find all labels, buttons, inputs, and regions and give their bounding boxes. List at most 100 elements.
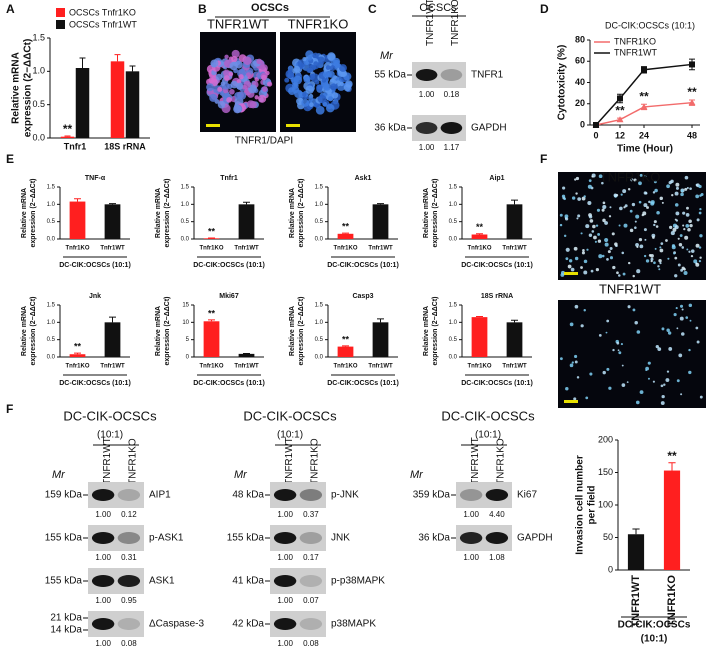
cell — [627, 188, 631, 191]
cell — [309, 73, 315, 80]
cell — [689, 224, 693, 228]
cell — [661, 327, 665, 331]
annotation: ** — [687, 85, 697, 99]
cell — [229, 88, 235, 95]
panel-label: F — [540, 152, 547, 166]
cell — [683, 270, 688, 276]
lane-label: TNFR1KO — [450, 0, 461, 46]
cell — [598, 254, 603, 259]
error-bar — [114, 54, 121, 62]
y-axis-label: Relative mRNA — [155, 306, 162, 356]
cell — [223, 69, 231, 77]
cell — [690, 254, 694, 258]
cell — [574, 354, 578, 359]
cell — [674, 191, 679, 196]
y-tick-label: 1.5 — [32, 32, 45, 42]
cell — [676, 327, 679, 330]
mw-label: 155 kDa — [227, 533, 265, 544]
x-axis-label: (10:1) — [641, 634, 668, 645]
cell — [602, 218, 606, 223]
quant-label: 1.00 — [419, 143, 435, 152]
cell — [680, 268, 684, 272]
cell — [574, 178, 577, 181]
cell — [688, 370, 692, 375]
cell — [653, 220, 657, 224]
cell — [675, 182, 680, 187]
cell — [568, 259, 573, 263]
cell — [316, 84, 323, 91]
x-tick-label: Tnfr1KO — [334, 246, 358, 252]
quant-label: 0.08 — [121, 639, 137, 648]
x-tick-label: Tnfr1KO — [200, 364, 224, 370]
cell — [322, 71, 330, 78]
y-tick-label: 0.5 — [449, 337, 458, 343]
cell — [674, 203, 679, 207]
cell — [674, 256, 678, 260]
cell — [634, 226, 637, 229]
quant-label: 0.12 — [121, 510, 137, 519]
cell — [217, 86, 223, 92]
cell — [261, 86, 268, 92]
chart-title: Aip1 — [489, 175, 504, 182]
cell — [668, 347, 673, 351]
bar — [125, 71, 140, 138]
y-tick-label: 5 — [186, 337, 190, 343]
y-axis-label: Relative mRNA — [11, 52, 22, 124]
cell — [335, 62, 341, 68]
cell — [674, 218, 677, 221]
y-tick-label: 200 — [598, 434, 613, 444]
cell — [643, 254, 647, 258]
cell — [695, 262, 700, 267]
cell — [602, 201, 606, 205]
error-bar — [511, 199, 518, 205]
cell — [588, 233, 593, 237]
y-tick-label: 0.0 — [449, 237, 458, 243]
cell — [634, 321, 638, 325]
cell — [666, 328, 670, 332]
cell — [302, 57, 307, 62]
cell — [652, 380, 655, 383]
lane-label: TNFR1WT — [102, 437, 113, 485]
y-tick-label: 0.5 — [47, 219, 56, 225]
error-bar — [129, 65, 136, 72]
error-bar — [668, 462, 676, 471]
y-axis-label: expression (2−ΔΔCt) — [23, 39, 34, 138]
y-axis-label: Relative mRNA — [21, 306, 28, 356]
cell — [663, 383, 666, 386]
cell — [652, 236, 655, 239]
bar — [372, 204, 389, 239]
cell — [321, 77, 327, 83]
bar — [104, 204, 121, 239]
cell — [660, 401, 665, 405]
bar — [372, 322, 389, 357]
y-tick-label: 1.0 — [32, 66, 45, 76]
y-tick-label: 0.0 — [181, 237, 190, 243]
x-tick-label: Tnfr1KO — [334, 364, 358, 370]
chart-title: TNF-α — [85, 175, 106, 182]
micrograph — [558, 300, 706, 408]
cell — [629, 209, 633, 213]
cell — [570, 267, 575, 272]
cell — [665, 378, 670, 382]
marker — [617, 95, 623, 102]
marker — [593, 122, 599, 128]
cell — [598, 174, 603, 179]
cell — [696, 218, 700, 222]
x-tick-label: Tnfr1WT — [502, 246, 527, 252]
cell — [215, 73, 223, 81]
cell — [580, 232, 583, 235]
cell — [632, 274, 635, 278]
cell — [617, 349, 620, 352]
bar — [627, 534, 645, 570]
cell — [679, 304, 684, 308]
bar — [471, 317, 488, 357]
scale-bar — [564, 272, 578, 275]
cell — [588, 215, 593, 219]
cell — [561, 194, 566, 198]
cell — [209, 93, 218, 102]
mr-label: Mr — [380, 50, 394, 62]
cell — [631, 202, 636, 207]
cell — [695, 243, 700, 248]
cell — [208, 77, 215, 84]
